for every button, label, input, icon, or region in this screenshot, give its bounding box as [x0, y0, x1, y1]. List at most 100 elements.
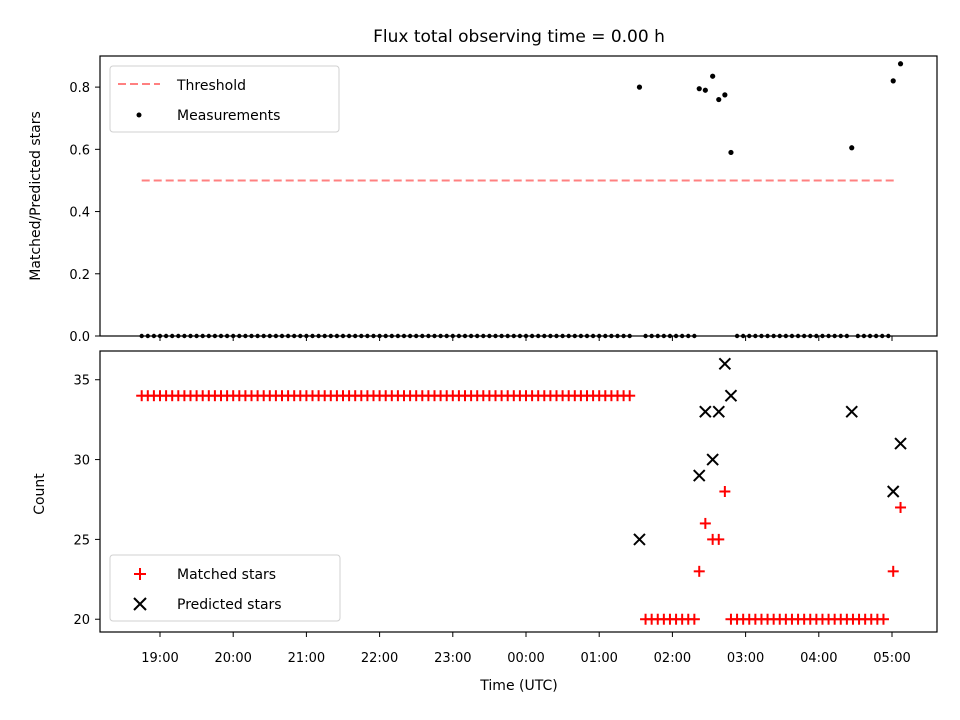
bottom-y-tick-label: 20 [73, 613, 90, 628]
measurement-point [420, 333, 425, 339]
measurement-point [285, 333, 291, 339]
measurement-point [444, 333, 449, 339]
measurement-point [475, 333, 480, 339]
measurement-point [777, 333, 782, 339]
measurement-point [710, 73, 716, 79]
top-y-tick-label: 0.4 [69, 206, 90, 221]
legend-matched-swatch [134, 568, 146, 580]
top-y-tick-label: 0.2 [69, 268, 90, 283]
measurement-point [194, 333, 199, 339]
measurement-point [759, 333, 764, 339]
measurement-point [578, 333, 584, 339]
measurement-point [615, 333, 620, 339]
measurement-point [886, 333, 891, 339]
matched-stars-points [136, 390, 907, 625]
measurement-point [572, 333, 577, 339]
cross-stroke-b [894, 437, 907, 450]
predicted-star-point [712, 405, 725, 418]
legend-predicted-label: Predicted stars [177, 597, 282, 613]
legend-measurements-label: Measurements [177, 108, 280, 124]
measurement-point [206, 333, 211, 339]
cross-stroke-b [712, 405, 725, 418]
x-tick-label: 03:00 [727, 651, 764, 666]
measurement-point [487, 333, 492, 339]
cross-stroke-b [693, 469, 706, 482]
measurement-point [890, 78, 896, 84]
x-tick-label: 22:00 [361, 651, 398, 666]
measurement-point [450, 333, 455, 339]
measurement-point [316, 333, 321, 339]
measurement-point [243, 333, 248, 339]
measurement-point [493, 333, 498, 339]
predicted-star-point [693, 469, 706, 482]
measurement-point [783, 333, 789, 339]
measurement-point [609, 333, 614, 339]
measurement-point [334, 333, 340, 339]
measurement-point [279, 333, 285, 339]
matched-star-point [877, 613, 889, 625]
measurement-point [200, 333, 205, 339]
measurement-point [249, 333, 254, 339]
measurement-point [389, 333, 394, 339]
x-tick-label: 19:00 [141, 651, 178, 666]
measurement-point [814, 333, 819, 339]
x-tick-label: 23:00 [434, 651, 471, 666]
matched-star-point [895, 501, 907, 513]
measurement-point [322, 333, 327, 339]
cross-stroke-b [633, 533, 646, 546]
measurement-point [298, 333, 303, 339]
measurement-point [456, 333, 462, 339]
measurement-point [789, 333, 795, 339]
bottom-y-tick-label: 35 [73, 374, 90, 389]
x-axis-label: Time (UTC) [479, 678, 557, 694]
measurement-point [808, 333, 813, 339]
measurement-point [765, 333, 770, 339]
x-tick-label: 02:00 [654, 651, 691, 666]
x-tick-label: 00:00 [507, 651, 544, 666]
predicted-star-point [699, 405, 712, 418]
legend-measurements-swatch [136, 112, 142, 118]
measurement-point [603, 333, 608, 339]
x-tick-label: 01:00 [580, 651, 617, 666]
measurement-point [667, 333, 673, 339]
bottom-y-axis-label: Count [32, 473, 48, 515]
measurement-point [861, 333, 867, 339]
measurement-point [462, 333, 468, 339]
bottom-legend: Matched stars Predicted stars [109, 554, 341, 622]
measurement-point [511, 333, 516, 339]
measurement-point [304, 333, 309, 339]
legend-predicted-swatch [133, 597, 147, 611]
cross-stroke-b [845, 405, 858, 418]
measurement-points [139, 61, 904, 339]
cross-stroke-b [718, 357, 732, 370]
measurement-point [163, 333, 169, 339]
measurement-point [328, 333, 333, 339]
measurement-point [438, 333, 443, 339]
measurement-point [224, 333, 230, 339]
matched-star-point [699, 517, 711, 529]
bottom-y-tick-label: 30 [73, 454, 90, 469]
matched-star-point [887, 565, 899, 577]
measurement-point [176, 333, 181, 339]
x-tick-label: 05:00 [873, 651, 910, 666]
top-legend: Threshold Measurements [109, 65, 340, 133]
measurement-point [523, 333, 529, 339]
cross-stroke-b [699, 405, 712, 418]
measurement-point [383, 333, 388, 339]
predicted-star-point [718, 357, 732, 370]
measurement-point [643, 333, 648, 339]
measurement-point [621, 333, 626, 339]
measurement-point [597, 333, 602, 339]
predicted-stars-points [633, 357, 907, 546]
measurement-point [237, 333, 242, 339]
measurement-point [481, 333, 486, 339]
measurement-point [346, 333, 352, 339]
measurement-point [365, 333, 370, 339]
measurement-point [536, 333, 541, 339]
measurement-point [795, 333, 801, 339]
measurement-point [702, 87, 708, 93]
measurement-point [359, 333, 364, 339]
measurement-point [696, 86, 702, 92]
measurement-point [655, 333, 660, 339]
matched-star-point [719, 486, 731, 497]
